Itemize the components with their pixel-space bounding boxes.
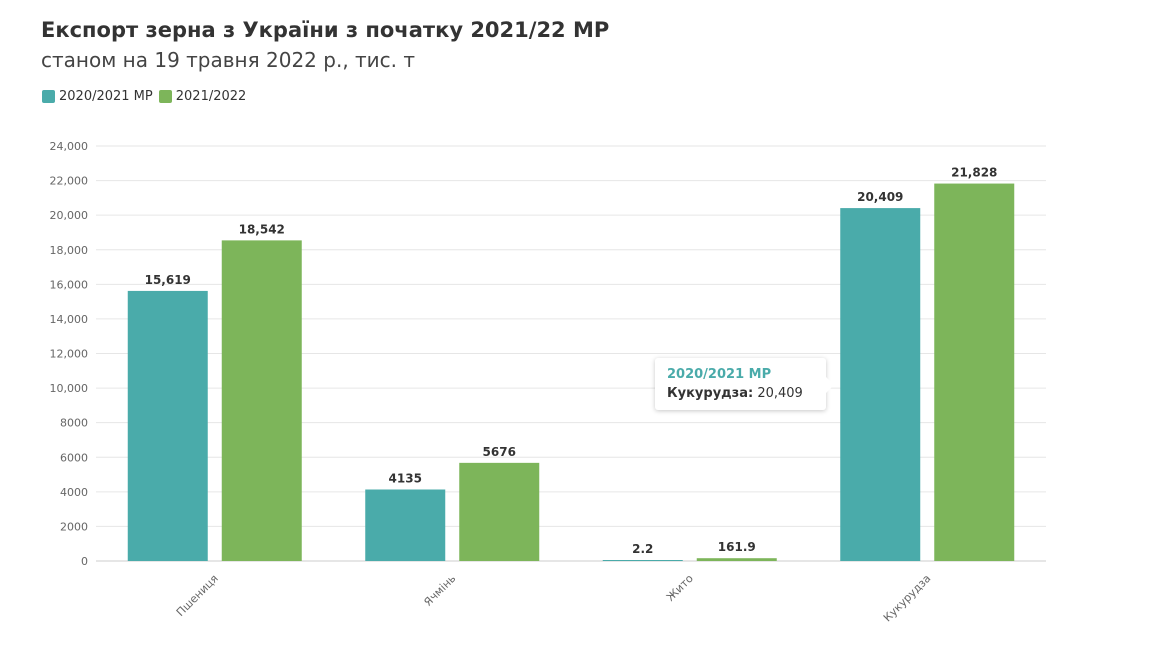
legend-label-series-1: 2020/2021 МР: [59, 89, 153, 104]
data-label: 21,828: [951, 166, 997, 180]
tooltip: 2020/2021 МР Кукурудза: 20,409: [655, 358, 834, 410]
y-tick-label: 14,000: [50, 313, 89, 326]
data-label: 2.2: [632, 542, 653, 556]
y-tick-label: 0: [81, 555, 88, 568]
data-label: 20,409: [857, 190, 903, 204]
legend: 2020/2021 МР 2021/2022: [42, 89, 252, 104]
x-tick-label: Жито: [664, 572, 696, 604]
chart-subtitle: станом на 19 травня 2022 р., тис. т: [41, 48, 416, 72]
y-tick-label: 4000: [60, 486, 88, 499]
x-tick-label: Кукурудза: [881, 572, 933, 624]
bar: [696, 558, 777, 561]
y-tick-label: 8000: [60, 417, 88, 430]
tooltip-value: 20,409: [757, 386, 803, 401]
tooltip-category: Кукурудза:: [667, 386, 754, 401]
bar: [459, 462, 540, 561]
legend-item-series-1[interactable]: 2020/2021 МР: [42, 89, 153, 104]
tooltip-line: Кукурудза: 20,409: [667, 384, 826, 404]
y-tick-label: 24,000: [50, 140, 89, 153]
data-label: 15,619: [145, 273, 191, 287]
y-tick-label: 16,000: [50, 278, 89, 291]
legend-item-series-2[interactable]: 2021/2022: [158, 89, 247, 104]
legend-label-series-2: 2021/2022: [175, 89, 247, 104]
x-tick-label: Ячмінь: [421, 572, 458, 609]
y-tick-label: 10,000: [50, 382, 89, 395]
data-label: 5676: [483, 445, 516, 459]
y-tick-label: 6000: [60, 451, 88, 464]
tooltip-series-name: 2020/2021 МР: [667, 367, 772, 382]
data-label: 161.9: [718, 540, 756, 554]
bar: [127, 290, 208, 561]
data-label: 18,542: [239, 222, 285, 236]
bar: [221, 240, 302, 561]
legend-swatch-series-2: [158, 90, 172, 103]
bar: [934, 183, 1015, 561]
chart-title: Експорт зерна з України з початку 2021/2…: [41, 18, 610, 42]
y-tick-label: 20,000: [50, 209, 89, 222]
bar: [840, 208, 921, 562]
x-tick-label: Пшениця: [174, 572, 221, 619]
y-tick-label: 12,000: [50, 348, 89, 361]
legend-swatch-series-1: [42, 90, 55, 103]
y-tick-label: 18,000: [50, 244, 89, 257]
data-label: 4135: [389, 471, 422, 485]
bar: [602, 560, 683, 561]
y-tick-label: 22,000: [50, 175, 89, 188]
y-tick-label: 2000: [60, 520, 88, 533]
bar: [365, 489, 446, 561]
